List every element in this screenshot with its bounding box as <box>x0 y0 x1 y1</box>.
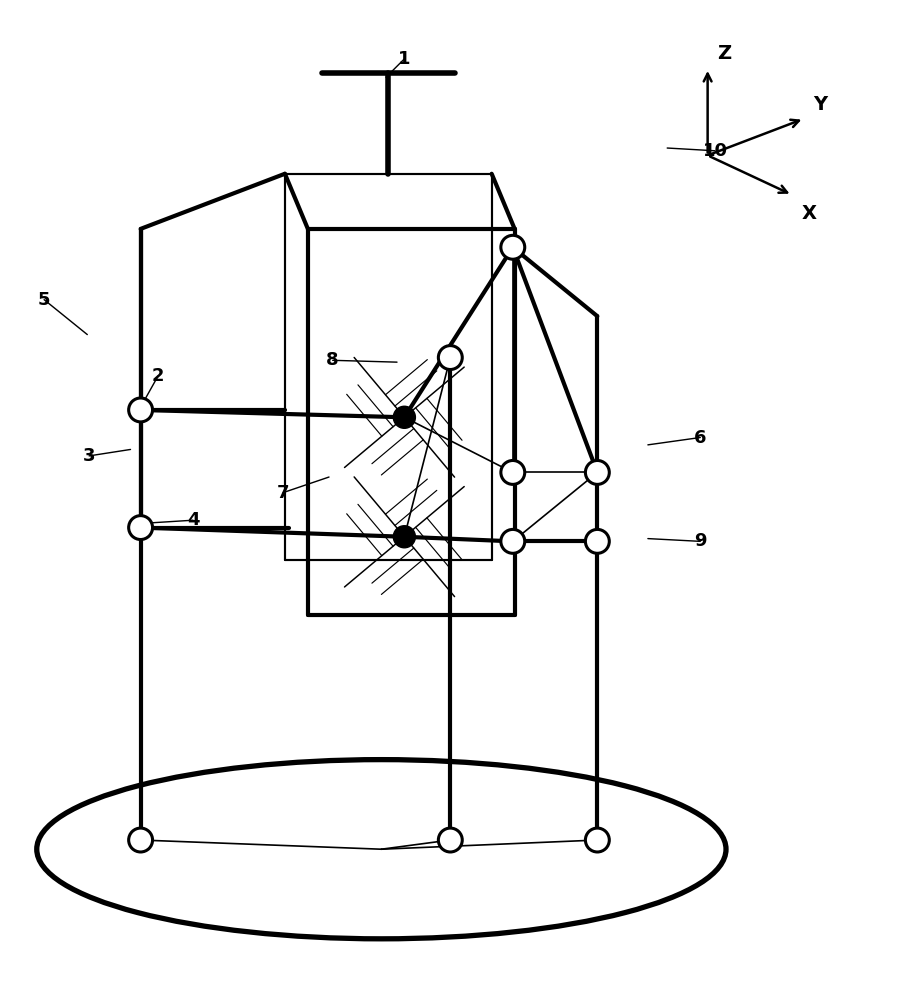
Circle shape <box>585 529 609 553</box>
Text: 9: 9 <box>694 532 707 550</box>
Text: 3: 3 <box>83 447 96 465</box>
Text: 10: 10 <box>702 142 728 160</box>
Circle shape <box>501 529 525 553</box>
Circle shape <box>129 398 153 422</box>
Text: 8: 8 <box>326 351 339 369</box>
Text: 7: 7 <box>277 484 289 502</box>
Circle shape <box>585 460 609 484</box>
Circle shape <box>501 235 525 259</box>
Text: X: X <box>801 204 816 223</box>
Circle shape <box>393 406 415 428</box>
Circle shape <box>585 828 609 852</box>
Text: Y: Y <box>813 95 827 114</box>
Circle shape <box>438 828 462 852</box>
Text: Z: Z <box>717 44 731 63</box>
Text: 2: 2 <box>152 367 165 385</box>
Circle shape <box>129 516 153 540</box>
Circle shape <box>393 526 415 548</box>
Text: 4: 4 <box>187 511 199 529</box>
Circle shape <box>438 346 462 370</box>
Circle shape <box>501 460 525 484</box>
Circle shape <box>129 828 153 852</box>
Text: 6: 6 <box>694 429 707 447</box>
Text: 1: 1 <box>398 50 411 68</box>
Text: 5: 5 <box>38 291 51 309</box>
